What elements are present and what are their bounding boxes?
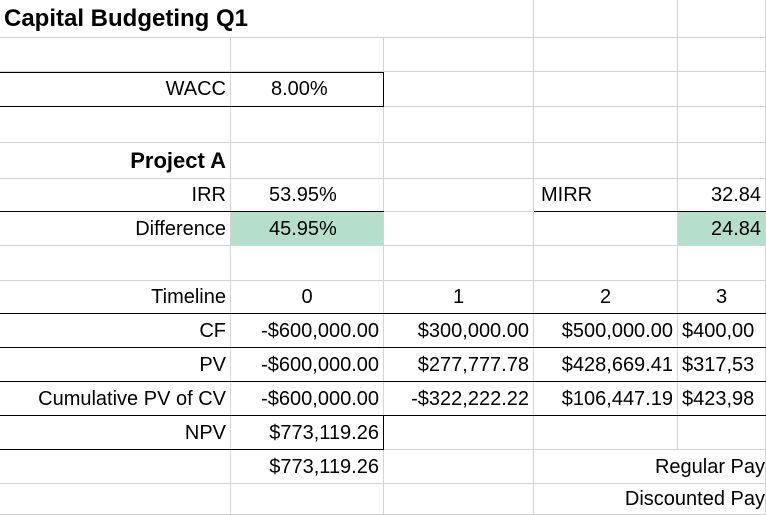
cell-b2[interactable] (231, 38, 384, 72)
cell-d1[interactable] (384, 0, 534, 38)
wacc-border-right (383, 72, 384, 107)
cell-d8[interactable] (384, 246, 534, 281)
irr-label[interactable]: IRR (0, 179, 231, 212)
cell-e7[interactable] (534, 212, 678, 246)
cell-a2[interactable] (0, 38, 231, 72)
cf-border-bottom (0, 347, 766, 348)
cell-f4[interactable] (678, 107, 766, 143)
cell-d7[interactable] (384, 212, 534, 246)
npv-border-bottom (0, 449, 384, 450)
cumpv-2[interactable]: $106,447.19 (534, 382, 678, 416)
cell-a8[interactable] (0, 246, 231, 281)
cell-d3[interactable] (384, 72, 534, 107)
mirr-label[interactable]: MIRR (534, 179, 678, 212)
cell-f8[interactable] (678, 246, 766, 281)
regular-payback-label[interactable]: Regular Pay (534, 450, 766, 484)
cell-f5[interactable] (678, 143, 766, 179)
npv-check-value[interactable]: $773,119.26 (231, 450, 384, 484)
wacc-border-bottom (0, 106, 384, 107)
cell-f3[interactable] (678, 72, 766, 107)
cell-d2[interactable] (384, 38, 534, 72)
timeline-border-bottom (0, 313, 766, 314)
cell-d5[interactable] (384, 143, 534, 179)
difference-value[interactable]: 45.95% (231, 212, 384, 246)
timeline-2[interactable]: 2 (534, 281, 678, 314)
pv-1[interactable]: $277,777.78 (384, 348, 534, 382)
irr-border-bottom (0, 211, 384, 212)
cell-b8[interactable] (231, 246, 384, 281)
pv-border-bottom (0, 381, 766, 382)
cell-d6[interactable] (384, 179, 534, 212)
difference-mirr-value[interactable]: 24.84 (678, 212, 766, 246)
pv-2[interactable]: $428,669.41 (534, 348, 678, 382)
cumpv-border-bottom (0, 415, 766, 416)
npv-label[interactable]: NPV (0, 416, 231, 450)
timeline-1[interactable]: 1 (384, 281, 534, 314)
timeline-3[interactable]: 3 (678, 281, 766, 314)
cf-label[interactable]: CF (0, 314, 231, 348)
timeline-0[interactable]: 0 (231, 281, 384, 314)
discounted-payback-label[interactable]: Discounted Pay (534, 484, 766, 515)
mirr-value[interactable]: 32.84 (678, 179, 766, 212)
cell-a4[interactable] (0, 107, 231, 143)
cf-0[interactable]: -$600,000.00 (231, 314, 384, 348)
npv-border-right (383, 416, 384, 450)
cumpv-0[interactable]: -$600,000.00 (231, 382, 384, 416)
wacc-value[interactable]: 8.00% (231, 72, 384, 107)
pv-0[interactable]: -$600,000.00 (231, 348, 384, 382)
cumpv-1[interactable]: -$322,222.22 (384, 382, 534, 416)
timeline-label[interactable]: Timeline (0, 281, 231, 314)
cell-f13[interactable] (678, 416, 766, 450)
cell-e1[interactable] (534, 0, 678, 38)
cf-3[interactable]: $400,00 (678, 314, 766, 348)
cf-1[interactable]: $300,000.00 (384, 314, 534, 348)
cumpv-label[interactable]: Cumulative PV of CV (0, 382, 231, 416)
sheet-title[interactable]: Capital Budgeting Q1 (0, 0, 384, 38)
cell-e13[interactable] (534, 416, 678, 450)
cell-a15[interactable] (0, 484, 231, 515)
cell-f2[interactable] (678, 38, 766, 72)
wacc-label[interactable]: WACC (0, 72, 231, 107)
irr-value[interactable]: 53.95% (231, 179, 384, 212)
cf-2[interactable]: $500,000.00 (534, 314, 678, 348)
pv-label[interactable]: PV (0, 348, 231, 382)
cell-d13[interactable] (384, 416, 534, 450)
npv-value[interactable]: $773,119.26 (231, 416, 384, 450)
cell-b4[interactable] (231, 107, 384, 143)
cell-d14[interactable] (384, 450, 534, 484)
cell-f1[interactable] (678, 0, 766, 38)
cell-e5[interactable] (534, 143, 678, 179)
cell-d4[interactable] (384, 107, 534, 143)
cumpv-3[interactable]: $423,98 (678, 382, 766, 416)
cell-a14[interactable] (0, 450, 231, 484)
cell-e8[interactable] (534, 246, 678, 281)
project-label[interactable]: Project A (0, 143, 231, 179)
mirr-border-bottom (534, 211, 766, 212)
cell-b5[interactable] (231, 143, 384, 179)
difference-label[interactable]: Difference (0, 212, 231, 246)
cell-e3[interactable] (534, 72, 678, 107)
cell-e2[interactable] (534, 38, 678, 72)
cell-d15[interactable] (384, 484, 534, 515)
pv-3[interactable]: $317,53 (678, 348, 766, 382)
wacc-border-top (0, 72, 384, 73)
cell-b15[interactable] (231, 484, 384, 515)
cell-e4[interactable] (534, 107, 678, 143)
